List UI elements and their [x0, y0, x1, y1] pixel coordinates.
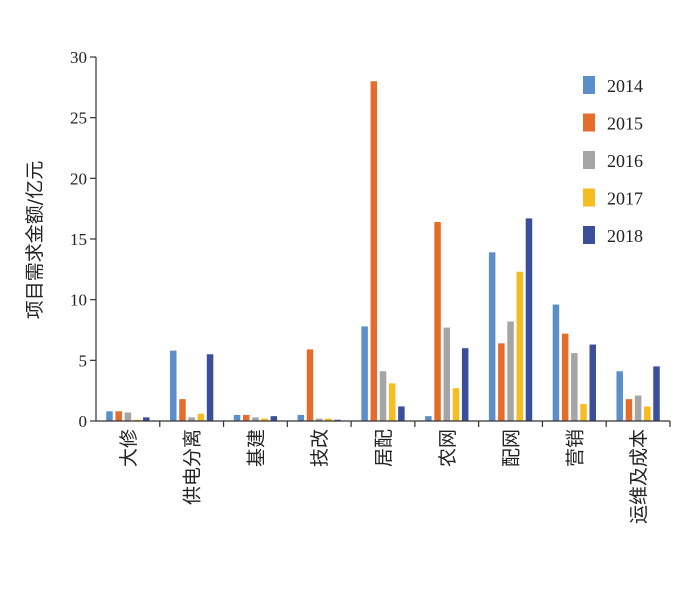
bar-2016-居配 [379, 371, 387, 421]
bar-2015-技改 [306, 349, 314, 421]
bar-2017-技改 [325, 418, 332, 421]
y-tick-label: 25 [70, 109, 87, 128]
bar-2016-供电分离 [188, 417, 195, 421]
bar-2018-供电分离 [206, 354, 214, 421]
y-axis-label: 项目需求金额/亿元 [24, 161, 46, 319]
bar-2015-居配 [370, 81, 378, 422]
bar-2017-居配 [388, 383, 396, 421]
bar-2016-大修 [124, 412, 132, 421]
x-tick-label: 技改 [309, 429, 331, 467]
y-tick-label: 0 [79, 412, 88, 431]
bar-2016-基建 [252, 417, 259, 421]
x-tick-label: 农网 [437, 429, 459, 467]
legend-swatch [583, 76, 595, 94]
bar-2018-营销 [589, 344, 596, 421]
bar-2018-运维及成本 [653, 366, 660, 421]
y-tick-label: 30 [70, 48, 87, 67]
bar-2016-运维及成本 [634, 395, 642, 421]
x-tick-label: 基建 [245, 429, 267, 467]
y-tick-label: 20 [70, 169, 87, 188]
bar-2014-营销 [552, 304, 560, 421]
legend-swatch [583, 188, 595, 207]
legend: 2014 2015 2016 2017 2018 [583, 76, 643, 246]
bars-group [106, 81, 660, 422]
legend-label: 2018 [607, 226, 643, 246]
bar-2016-技改 [315, 418, 323, 421]
legend-swatch [583, 113, 595, 132]
bar-2017-配网 [516, 271, 524, 421]
bar-2016-营销 [571, 353, 578, 421]
legend-swatch [583, 151, 595, 169]
bar-2014-农网 [425, 416, 432, 421]
bar-2015-供电分离 [179, 399, 186, 421]
legend-label: 2015 [607, 114, 643, 134]
y-ticks-group: 0 5 10 15 20 25 30 [70, 48, 96, 431]
legend-label: 2016 [607, 151, 643, 171]
bar-2018-配网 [525, 218, 533, 421]
bar-2015-运维及成本 [625, 399, 633, 421]
y-tick-label: 5 [79, 351, 88, 370]
x-tick-label: 运维及成本 [628, 429, 650, 524]
x-ticks-group: 大修 供电分离 基建 技改 居配 农网 配网 营销 运维及成本 [118, 421, 671, 524]
x-tick-label: 供电分离 [182, 429, 204, 505]
bar-2015-基建 [242, 414, 250, 421]
legend-label: 2014 [607, 76, 643, 96]
legend-label: 2017 [607, 189, 643, 209]
bar-2014-大修 [106, 411, 113, 421]
legend-swatch [583, 226, 595, 244]
bar-2014-技改 [297, 414, 305, 421]
bar-2017-基建 [261, 418, 268, 421]
bar-2017-运维及成本 [644, 406, 651, 421]
bar-2016-配网 [507, 321, 514, 421]
bar-2014-基建 [233, 414, 241, 421]
bar-2014-供电分离 [170, 350, 177, 421]
bar-2017-农网 [452, 388, 460, 421]
bar-2014-运维及成本 [616, 371, 623, 421]
bar-2018-农网 [461, 348, 469, 421]
bar-2015-农网 [434, 222, 441, 421]
x-tick-label: 居配 [373, 429, 395, 467]
x-tick-label: 配网 [501, 429, 523, 467]
bar-2017-大修 [133, 419, 141, 421]
bar-2017-供电分离 [197, 413, 205, 421]
bar-2014-居配 [361, 326, 368, 421]
bar-2014-配网 [488, 252, 496, 421]
y-tick-label: 10 [70, 291, 87, 310]
y-tick-label: 15 [70, 230, 87, 249]
bar-2018-基建 [270, 416, 278, 421]
x-tick-label: 营销 [564, 429, 586, 467]
bar-2016-农网 [443, 327, 451, 421]
bar-2017-营销 [580, 404, 587, 421]
bar-2018-大修 [143, 417, 150, 421]
bar-2018-居配 [398, 406, 405, 421]
bar-2018-技改 [334, 419, 341, 421]
bar-2015-配网 [498, 343, 505, 421]
bar-2015-大修 [115, 411, 122, 421]
bar-2015-营销 [561, 333, 569, 421]
x-tick-label: 大修 [118, 429, 140, 467]
